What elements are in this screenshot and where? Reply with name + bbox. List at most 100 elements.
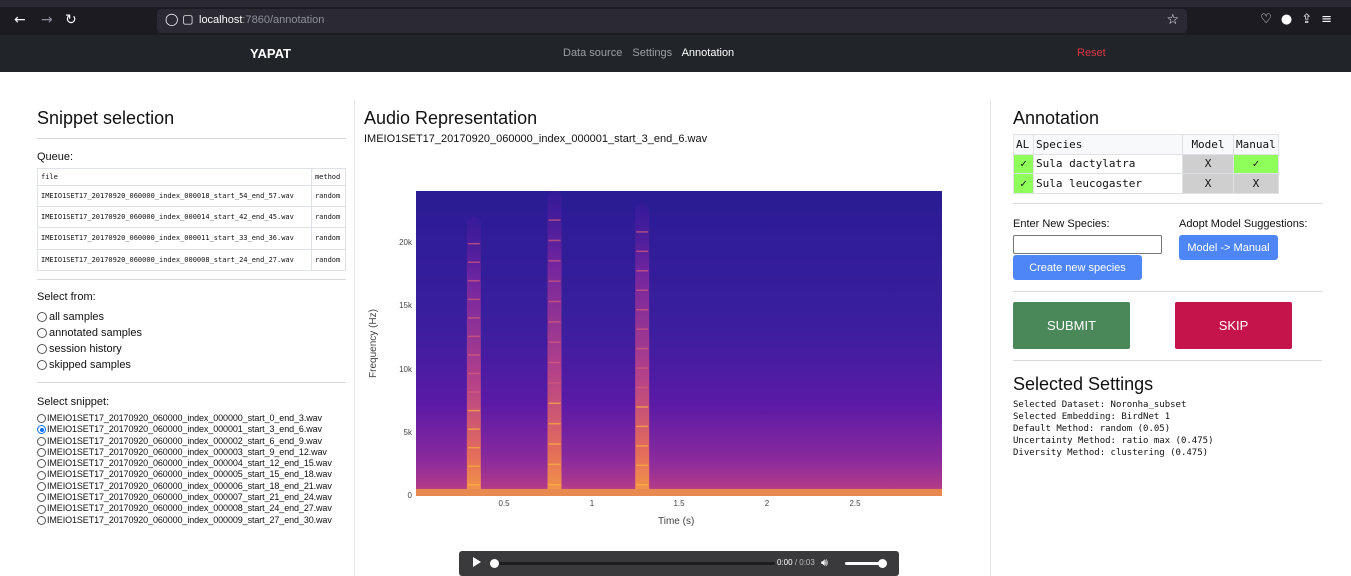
snippet-option[interactable]: IMEIO1SET17_20170920_060000_index_000004… — [37, 458, 332, 469]
snippet-option[interactable]: IMEIO1SET17_20170920_060000_index_000007… — [37, 492, 332, 503]
radio-button[interactable] — [37, 493, 46, 503]
submit-button[interactable]: SUBMIT — [1013, 302, 1130, 349]
spectrogram-plot[interactable] — [416, 191, 942, 496]
harmonic-streak — [636, 347, 649, 350]
nav-link-data-source[interactable]: Data source — [563, 47, 623, 59]
vocalization-band — [547, 191, 562, 496]
browser-top-strip — [0, 0, 1351, 7]
back-icon[interactable]: ← — [14, 12, 26, 28]
spectrogram-filename: IMEIO1SET17_20170920_060000_index_000001… — [364, 133, 708, 145]
snippet-selection-title: Snippet selection — [37, 108, 175, 128]
table-row[interactable]: IMEIO1SET17_20170920_060000_index_000011… — [37, 227, 347, 250]
harmonic-streak — [467, 484, 480, 486]
reset-link[interactable]: Reset — [1077, 47, 1106, 59]
radio-button[interactable] — [37, 481, 46, 491]
table-row[interactable]: IMEIO1SET17_20170920_060000_index_000014… — [37, 206, 347, 229]
queue-header-file: file — [37, 168, 312, 186]
model-to-manual-button[interactable]: Model -> Manual — [1179, 235, 1278, 260]
radio-session-history[interactable]: session history — [37, 341, 142, 357]
nav-link-annotation[interactable]: Annotation — [681, 47, 735, 59]
harmonic-streak — [467, 298, 480, 301]
audio-seek-bar[interactable] — [490, 559, 775, 568]
queue-method: random — [310, 206, 347, 229]
settings-line: Uncertainty Method: ratio max (0.475) — [1013, 436, 1214, 446]
radio-button[interactable] — [37, 344, 47, 354]
manual-cell[interactable]: ✓ — [1233, 153, 1279, 174]
snippet-option[interactable]: IMEIO1SET17_20170920_060000_index_000005… — [37, 469, 332, 480]
al-check[interactable]: ✓ — [1013, 153, 1034, 174]
radio-button[interactable] — [37, 470, 46, 480]
snippet-option[interactable]: IMEIO1SET17_20170920_060000_index_000008… — [37, 503, 332, 514]
x-axis-title: Time (s) — [658, 516, 695, 527]
seek-handle[interactable] — [490, 559, 499, 568]
nav-links: Data source Settings Annotation — [563, 47, 741, 59]
radio-button[interactable] — [37, 515, 46, 525]
create-species-button[interactable]: Create new species — [1013, 255, 1142, 280]
harmonic-streak — [467, 465, 480, 467]
table-row: ✓ Sula leucogaster X X — [1013, 173, 1279, 194]
snippet-option[interactable]: IMEIO1SET17_20170920_060000_index_000002… — [37, 436, 332, 447]
radio-button-selected[interactable] — [37, 425, 46, 435]
volume-handle[interactable] — [878, 559, 887, 568]
model-cell[interactable]: X — [1182, 173, 1234, 194]
page-info-icon[interactable]: ◯ ▢ — [165, 12, 194, 26]
harmonic-streak — [467, 354, 480, 356]
table-row: ✓ Sula dactylatra X ✓ — [1013, 153, 1279, 174]
annotation-title: Annotation — [1013, 108, 1100, 128]
manual-cell[interactable]: X — [1233, 173, 1279, 194]
harmonic-streak — [636, 250, 649, 253]
select-from-radio-group: all samples annotated samples session hi… — [37, 309, 142, 373]
new-species-input[interactable] — [1013, 235, 1162, 254]
snippet-option[interactable]: IMEIO1SET17_20170920_060000_index_000009… — [37, 515, 332, 526]
browser-extension-icons[interactable]: ♡●⇪≡ — [1260, 12, 1341, 27]
species-name: Sula dactylatra — [1033, 153, 1183, 174]
table-row[interactable]: IMEIO1SET17_20170920_060000_index_000018… — [37, 184, 347, 208]
radio-button[interactable] — [37, 312, 47, 322]
radio-button[interactable] — [37, 328, 47, 338]
radio-button[interactable] — [37, 448, 46, 458]
snippet-option[interactable]: IMEIO1SET17_20170920_060000_index_000006… — [37, 481, 332, 492]
radio-button[interactable] — [37, 459, 46, 469]
harmonic-streak — [467, 242, 480, 245]
volume-slider[interactable] — [845, 559, 887, 568]
header-al: AL — [1013, 134, 1034, 155]
radio-button[interactable] — [37, 360, 47, 370]
url-text[interactable]: localhost:7860/annotation — [199, 14, 325, 26]
harmonic-streak — [636, 231, 649, 233]
radio-button[interactable] — [37, 436, 46, 446]
radio-annotated-samples[interactable]: annotated samples — [37, 325, 142, 341]
harmonic-streak — [467, 261, 480, 263]
url-bar[interactable]: ◯ ▢ localhost:7860/annotation ☆ — [157, 9, 1187, 33]
al-check[interactable]: ✓ — [1013, 173, 1034, 194]
harmonic-streak — [636, 464, 649, 467]
radio-all-samples[interactable]: all samples — [37, 309, 142, 325]
bookmark-star-icon[interactable]: ☆ — [1166, 12, 1179, 28]
harmonic-streak — [548, 239, 561, 242]
forward-icon[interactable]: → — [41, 12, 53, 28]
settings-line: Selected Embedding: BirdNet 1 — [1013, 412, 1171, 422]
settings-line: Selected Dataset: Noronha_subset — [1013, 400, 1187, 410]
skip-button[interactable]: SKIP — [1175, 302, 1292, 349]
volume-icon[interactable]: 🔊︎ — [821, 556, 828, 569]
harmonic-streak — [548, 463, 561, 466]
radio-button[interactable] — [37, 414, 46, 424]
model-cell[interactable]: X — [1182, 153, 1234, 174]
x-tick-label: 1.5 — [673, 499, 685, 508]
harmonic-streak — [636, 445, 649, 447]
snippet-option[interactable]: IMEIO1SET17_20170920_060000_index_000001… — [37, 424, 332, 435]
table-row[interactable]: IMEIO1SET17_20170920_060000_index_000008… — [37, 248, 347, 271]
reload-icon[interactable]: ↻ — [65, 12, 77, 28]
play-icon[interactable] — [473, 557, 481, 567]
vocalization-band — [466, 216, 481, 496]
brand-logo[interactable]: YAPAT — [250, 46, 291, 61]
snippet-option[interactable]: IMEIO1SET17_20170920_060000_index_000003… — [37, 447, 332, 458]
snippet-option[interactable]: IMEIO1SET17_20170920_060000_index_000000… — [37, 413, 332, 424]
harmonic-streak — [636, 270, 649, 272]
radio-skipped-samples[interactable]: skipped samples — [37, 357, 142, 373]
harmonic-streak — [467, 335, 480, 338]
radio-button[interactable] — [37, 504, 46, 514]
nav-link-settings[interactable]: Settings — [632, 47, 673, 59]
queue-method: random — [310, 184, 347, 208]
header-model: Model — [1182, 134, 1234, 155]
harmonic-streak — [548, 422, 561, 425]
